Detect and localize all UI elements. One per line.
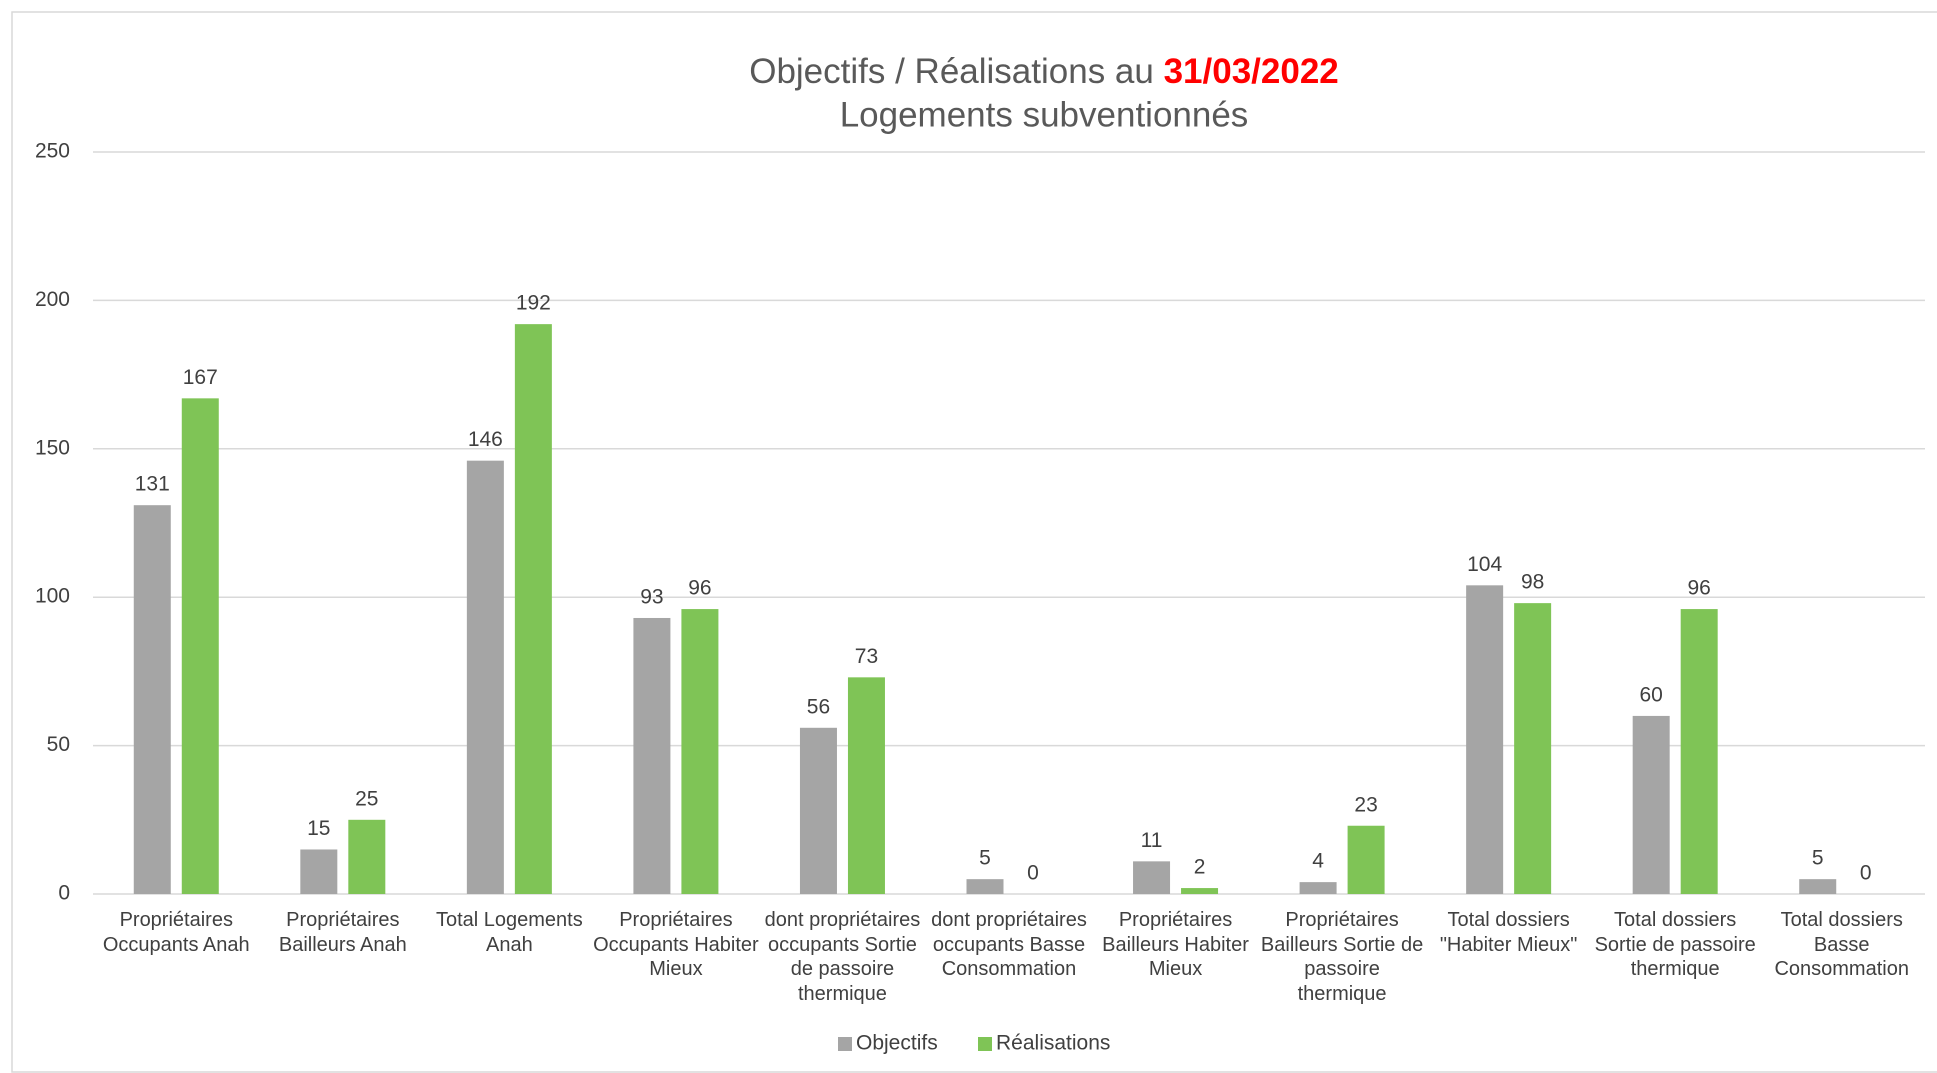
x-tick-label: Total Logements Anah	[435, 909, 583, 956]
legend-label: Réalisations	[996, 1032, 1110, 1055]
data-label: 11	[1141, 829, 1163, 852]
bar	[1466, 585, 1504, 894]
bar	[1680, 609, 1718, 894]
data-label: 25	[355, 787, 378, 810]
y-tick-label: 200	[35, 288, 70, 311]
data-label: 192	[516, 292, 551, 315]
y-tick-label: 0	[58, 882, 70, 905]
x-tick-label: Total dossiers Basse Consommation	[1774, 909, 1909, 981]
x-tick-label: Total dossiers "Habiter Mieux"	[1439, 909, 1578, 956]
data-label: 23	[1354, 793, 1377, 816]
bar	[1799, 879, 1837, 894]
x-tick-label: dont propriétaires occupants Basse Conso…	[931, 909, 1087, 981]
data-label: 93	[640, 586, 663, 609]
bar	[300, 849, 338, 894]
data-label: 104	[1467, 553, 1502, 576]
legend-swatch	[978, 1037, 992, 1051]
data-label: 15	[307, 817, 330, 840]
y-tick-label: 50	[47, 733, 70, 756]
bar	[514, 324, 552, 894]
data-label: 60	[1640, 683, 1663, 706]
x-tick-label: Propriétaires Occupants Habiter Mieux	[593, 909, 759, 981]
x-tick-label: Total dossiers Sortie de passoire thermi…	[1594, 909, 1756, 981]
bar	[181, 398, 219, 894]
bar	[1181, 888, 1219, 894]
x-tick-label: dont propriétaires occupants Sortie de p…	[764, 909, 921, 1006]
legend-swatch	[838, 1037, 852, 1051]
bar	[1514, 603, 1552, 894]
bar	[133, 505, 171, 894]
legend-label: Objectifs	[856, 1032, 938, 1055]
bar	[966, 879, 1004, 894]
bar	[1133, 861, 1171, 894]
data-label: 96	[688, 577, 711, 600]
bar	[466, 460, 504, 894]
y-tick-label: 150	[35, 436, 70, 459]
x-tick-label: Propriétaires Bailleurs Anah	[278, 909, 407, 956]
data-label: 96	[1688, 577, 1711, 600]
data-label: 4	[1312, 850, 1324, 873]
data-label: 131	[135, 473, 170, 496]
data-label: 5	[979, 847, 991, 870]
y-tick-label: 250	[35, 140, 70, 163]
chart-title: Objectifs / Réalisations au 31/03/2022	[749, 52, 1339, 91]
data-label: 0	[1027, 862, 1039, 885]
data-label: 98	[1521, 571, 1544, 594]
y-tick-label: 100	[35, 585, 70, 608]
x-tick-label: Propriétaires Bailleurs Habiter Mieux	[1102, 909, 1249, 981]
x-tick-label: Propriétaires Bailleurs Sortie de passoi…	[1260, 909, 1424, 1006]
data-label: 5	[1812, 847, 1824, 870]
bar	[799, 727, 837, 894]
bar	[633, 617, 671, 894]
bar	[1299, 882, 1337, 894]
data-label: 2	[1194, 856, 1206, 879]
bar	[1347, 825, 1385, 894]
chart-border	[11, 11, 1937, 1073]
chart-subtitle: Logements subventionnés	[840, 95, 1249, 134]
bar	[847, 677, 885, 894]
data-label: 167	[183, 366, 218, 389]
data-label: 0	[1860, 862, 1872, 885]
data-label: 146	[468, 428, 503, 451]
x-tick-label: Propriétaires Occupants Anah	[102, 909, 250, 956]
data-label: 56	[807, 695, 830, 718]
bar	[681, 609, 719, 894]
data-label: 73	[855, 645, 878, 668]
title-date: 31/03/2022	[1164, 52, 1339, 91]
bar	[1632, 715, 1670, 894]
bar	[348, 819, 386, 894]
title-text: Objectifs / Réalisations au	[749, 52, 1154, 91]
